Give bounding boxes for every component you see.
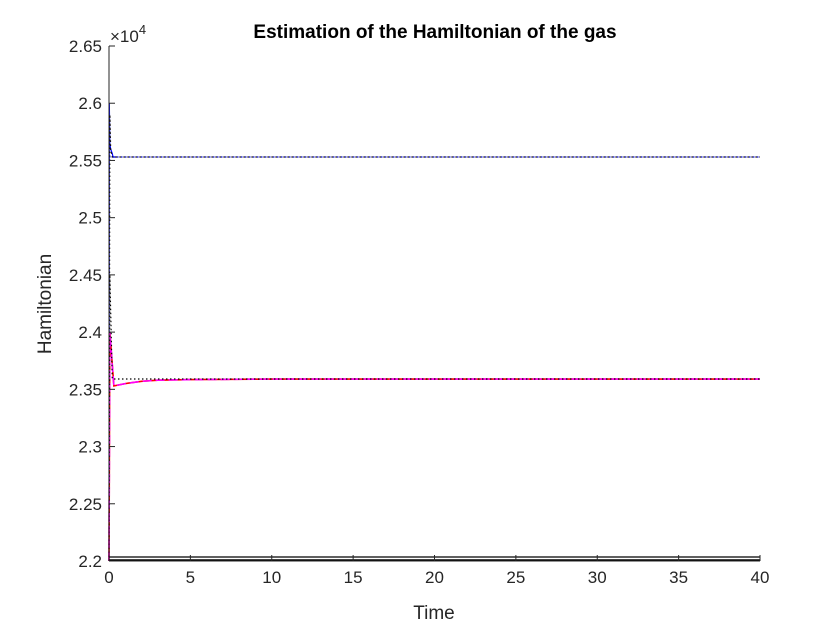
y-tick-label: 2.6: [78, 94, 102, 113]
y-axis-multiplier: ×104: [110, 22, 146, 46]
y-multiplier-exponent: 4: [139, 22, 146, 37]
series-line-black-dotted-upper: [108, 114, 760, 562]
y-multiplier-base: ×10: [110, 27, 139, 46]
x-tick-label: 0: [104, 568, 113, 587]
x-tick-label: 15: [344, 568, 363, 587]
y-tick-label: 2.4: [78, 323, 102, 342]
y-axis-label: Hamiltonian: [35, 254, 56, 354]
x-axis-label: Time: [413, 603, 455, 624]
x-tick-label: 35: [669, 568, 688, 587]
series-line-magenta-dashed: [108, 332, 760, 562]
x-tick-label: 5: [186, 568, 195, 587]
y-tick-label: 2.45: [69, 266, 102, 285]
y-tick-label: 2.25: [69, 495, 102, 514]
y-tick-label: 2.2: [78, 552, 102, 571]
x-tick-label: 30: [588, 568, 607, 587]
x-tick-label: 10: [262, 568, 281, 587]
ticks-group: 0 5 10 15 20 25 30 35 40 2.2 2.25 2.3 2.35 2.4 2.45 2.5…: [69, 37, 770, 587]
y-tick-label: 2.5: [78, 209, 102, 228]
x-tick-label: 40: [751, 568, 770, 587]
y-tick-label: 2.35: [69, 380, 102, 399]
x-tick-label: 25: [506, 568, 525, 587]
y-tick-label: 2.55: [69, 151, 102, 170]
x-tick-label: 20: [425, 568, 444, 587]
y-tick-label: 2.65: [69, 37, 102, 56]
chart-title: Estimation of the Hamiltonian of the gas: [253, 22, 616, 43]
y-tick-label: 2.3: [78, 438, 102, 457]
